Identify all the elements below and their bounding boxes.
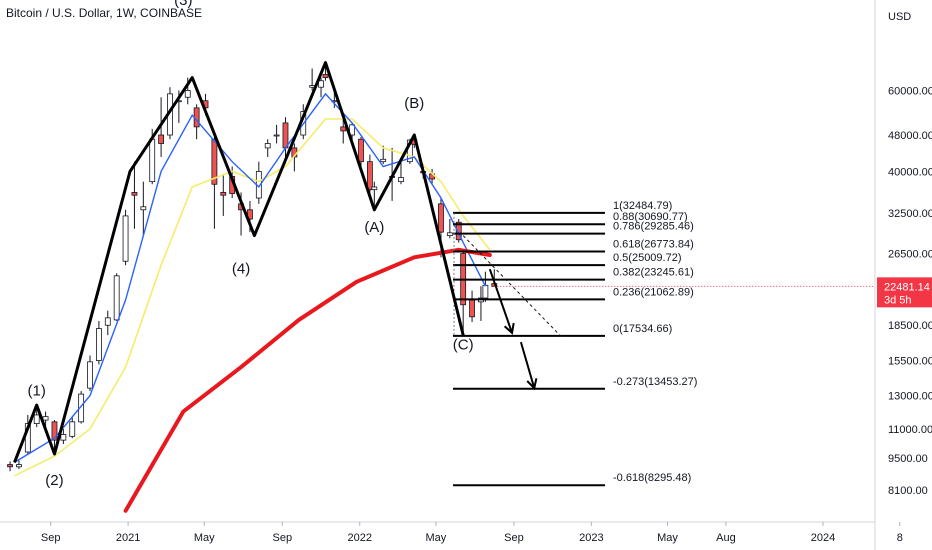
last-price-countdown: 3d 5h — [884, 294, 912, 306]
fib-level-label: 1(32484.79) — [613, 200, 672, 212]
candle-body — [158, 134, 164, 144]
candle-body — [42, 416, 49, 421]
candle-body — [33, 414, 40, 424]
candle-body — [87, 361, 93, 389]
wave-label: (1) — [28, 383, 46, 400]
candle-body — [318, 80, 324, 88]
y-tick-label: 11000.00 — [888, 424, 932, 436]
candle-body — [398, 177, 404, 183]
fib-level-label: 0.88(30690.77) — [613, 211, 688, 223]
wave-label: (B) — [404, 95, 424, 112]
candle-body — [371, 186, 378, 191]
candle-body — [358, 138, 364, 163]
trend-dashed-line — [462, 235, 562, 337]
candle-body — [349, 124, 356, 136]
wave-label: (2) — [45, 472, 63, 489]
ma200-line — [123, 247, 492, 513]
x-tick-label: May — [657, 532, 678, 544]
x-tick-label: Sep — [504, 532, 524, 544]
x-tick-label: May — [194, 532, 215, 544]
projection-arrowhead — [526, 378, 538, 391]
candle-body — [113, 275, 120, 321]
last-price-value: 22481.14 — [884, 281, 930, 293]
candle-body — [122, 215, 129, 262]
candle-body — [96, 328, 102, 361]
fib-level-label: 0.786(29285.46) — [613, 221, 694, 233]
candle-body — [469, 299, 475, 318]
candle-body — [69, 421, 76, 437]
candle-body — [104, 317, 111, 326]
candle-body — [220, 192, 227, 196]
candle-body — [60, 434, 67, 441]
wave-label: (3) — [174, 0, 192, 9]
candle-body — [184, 90, 191, 98]
y-tick-label: 48000.00 — [888, 130, 932, 142]
x-tick-label: 2023 — [579, 532, 603, 544]
elliott-wave-path — [13, 61, 465, 463]
y-tick-label: 15500.00 — [888, 356, 932, 368]
x-tick-label: Sep — [273, 532, 293, 544]
candle-body — [149, 138, 156, 183]
candle-body — [482, 284, 489, 299]
y-tick-label: 60000.00 — [888, 86, 932, 98]
fib-level-label: 0.236(21062.89) — [613, 286, 694, 298]
x-tick-label: 8 — [897, 532, 903, 544]
candle-body — [131, 192, 138, 196]
candle-body — [16, 464, 22, 468]
candle-body — [438, 203, 444, 233]
fib-levels-layer: 1(32484.79)0.88(30690.77)0.786(29285.46)… — [453, 200, 697, 487]
x-tick-label: 2022 — [347, 532, 371, 544]
x-tick-label: Sep — [41, 532, 61, 544]
y-tick-label: 13000.00 — [888, 391, 932, 403]
chart-title: Bitcoin / U.S. Dollar, 1W, COINBASE — [6, 6, 203, 20]
candle-body — [78, 393, 85, 423]
currency-label: USD — [888, 11, 911, 23]
ema-slow-line — [14, 118, 491, 477]
projection-arrow — [519, 341, 536, 389]
moving-averages-layer — [14, 92, 492, 513]
candle-body — [380, 158, 387, 163]
y-tick-label: 32500.00 — [888, 208, 932, 220]
x-tick-label: Aug — [716, 532, 736, 544]
fib-level-label: -0.618(8295.48) — [613, 472, 691, 484]
projection-arrowhead — [503, 322, 515, 335]
candle-body — [340, 126, 347, 132]
candle-body — [140, 206, 147, 211]
candle-body — [51, 421, 58, 441]
candle-body — [446, 232, 453, 236]
fib-level-label: -0.273(13453.27) — [613, 376, 697, 388]
y-tick-label: 9500.00 — [888, 453, 928, 465]
candle-body — [282, 122, 289, 149]
wave-label: (A) — [364, 219, 384, 236]
x-tick-label: 2021 — [116, 532, 140, 544]
candle-body — [211, 138, 218, 185]
x-tick-label: 2024 — [811, 532, 835, 544]
elliott-wave-layer: (1)(2)(3)(4)(5)(A)(B)(C) — [13, 0, 562, 489]
projection-arrow — [488, 268, 513, 334]
candle-body — [7, 464, 13, 468]
candle-body — [273, 134, 280, 137]
fib-level-label: 0.382(23245.61) — [613, 267, 694, 279]
y-tick-label: 8100.00 — [888, 485, 928, 497]
candle-body — [322, 74, 329, 79]
ema-fast-line — [14, 92, 487, 463]
y-tick-label: 26500.00 — [888, 249, 932, 261]
x-tick-label: May — [425, 532, 446, 544]
candle-body — [264, 143, 271, 149]
last-price-badge — [877, 277, 932, 308]
y-tick-label: 40000.00 — [888, 166, 932, 178]
candle-body — [455, 221, 462, 241]
candles-layer — [7, 62, 498, 472]
wave-label: (C) — [453, 336, 474, 353]
fib-level-label: 0.618(26773.84) — [613, 238, 694, 250]
fib-level-label: 0(17534.66) — [613, 323, 672, 335]
candle-body — [366, 161, 373, 191]
y-tick-label: 18500.00 — [888, 320, 932, 332]
fib-level-label: 0.5(25009.72) — [613, 252, 682, 264]
wave-label: (4) — [232, 260, 250, 277]
